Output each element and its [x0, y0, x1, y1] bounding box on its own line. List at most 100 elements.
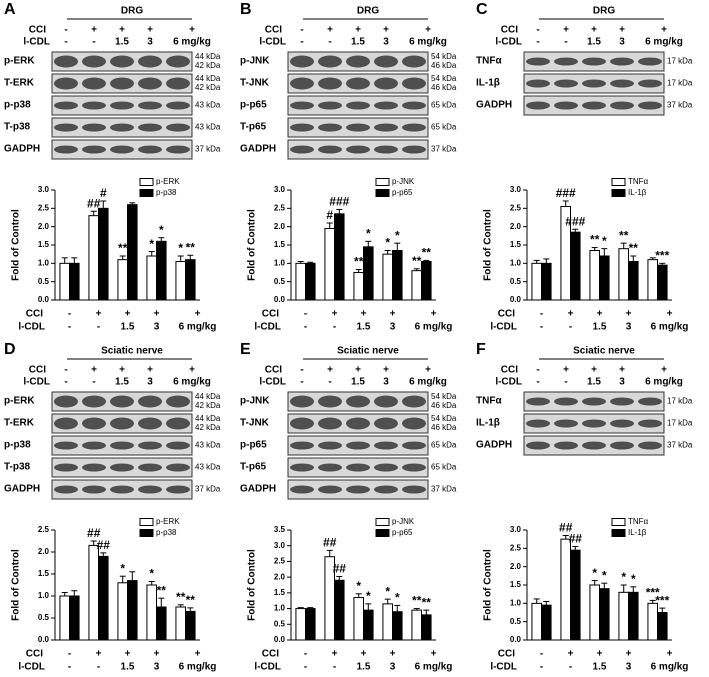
lane-value: 3	[147, 377, 153, 388]
bar	[589, 250, 600, 301]
x-tick-label: -	[68, 322, 71, 333]
band	[318, 145, 342, 154]
significance: *	[120, 561, 125, 575]
band	[582, 79, 606, 88]
lane-row-label: l-CDL	[23, 37, 50, 48]
lane-value: -	[536, 25, 539, 36]
lane-value: +	[661, 365, 667, 376]
y-tick-label: 0.5	[510, 617, 522, 626]
bar	[421, 614, 432, 641]
lane-row-label: CCI	[501, 365, 518, 376]
kda-label: 37 kDa	[431, 485, 457, 494]
x-tick-label: 6 mg/kg	[651, 662, 689, 673]
band	[110, 395, 134, 408]
band-name: GADPH	[476, 100, 512, 111]
significance: ***	[655, 593, 669, 607]
panel-letter: B	[240, 1, 252, 18]
bar	[618, 591, 629, 641]
band	[166, 463, 190, 472]
bar	[618, 248, 629, 301]
lane-value: -	[64, 25, 67, 36]
band	[402, 395, 426, 408]
band	[82, 463, 106, 472]
x-tick-label: +	[195, 649, 201, 660]
bar	[657, 612, 668, 641]
band	[374, 123, 398, 132]
kda-label: 37 kDa	[667, 101, 693, 110]
tissue-label: DRG	[357, 6, 379, 17]
lane-value: -	[64, 377, 67, 388]
x-tick-label: 6 mg/kg	[415, 322, 453, 333]
kda-label: 46 kDa	[431, 83, 457, 92]
x-tick-label: 1.5	[357, 322, 371, 333]
legend-label: IL-1β	[628, 528, 647, 537]
band	[526, 441, 550, 450]
x-tick-label: -	[540, 309, 543, 320]
significance: ***	[655, 249, 669, 263]
band	[290, 417, 314, 430]
lane-value: 1.5	[587, 37, 601, 48]
lane-value: 6 mg/kg	[645, 37, 683, 48]
lane-value: +	[383, 365, 389, 376]
kda-label: 42 kDa	[195, 401, 221, 410]
significance: **	[354, 255, 364, 269]
x-row-label: CCI	[26, 649, 43, 660]
x-tick-label: +	[597, 649, 603, 660]
lane-value: -	[536, 37, 539, 48]
bar	[411, 609, 422, 641]
lane-value: +	[591, 25, 597, 36]
x-tick-label: +	[154, 649, 160, 660]
lane-value: +	[327, 25, 333, 36]
x-tick-label: -	[97, 662, 100, 673]
band	[138, 463, 162, 472]
band	[166, 55, 190, 68]
x-row-label: l-CDL	[254, 662, 281, 673]
band	[402, 417, 426, 430]
y-tick-label: 2.0	[38, 547, 50, 556]
lane-value: -	[536, 377, 539, 388]
bar	[560, 538, 571, 641]
x-tick-label: -	[304, 309, 307, 320]
significance: ###	[565, 214, 585, 228]
lane-value: -	[564, 37, 567, 48]
y-tick-label: 3.0	[510, 525, 522, 534]
band-name: T-p38	[4, 462, 31, 473]
legend-swatch	[611, 178, 626, 186]
tissue-label: Sciatic nerve	[337, 346, 399, 357]
lane-value: -	[300, 25, 303, 36]
significance: **	[157, 583, 167, 597]
band	[610, 419, 634, 428]
band	[54, 441, 78, 450]
y-tick-label: 1.0	[274, 258, 286, 267]
y-tick-label: 2.5	[510, 543, 522, 552]
band-name: T-p65	[240, 122, 267, 133]
y-tick-label: 3.5	[274, 525, 286, 534]
x-tick-label: 6 mg/kg	[415, 662, 453, 673]
significance: ##	[87, 196, 101, 210]
band	[638, 397, 662, 406]
significance: *	[592, 566, 597, 580]
lane-value: +	[619, 365, 625, 376]
x-tick-label: -	[68, 662, 71, 673]
y-tick-label: 1.5	[510, 580, 522, 589]
legend-label: p-JNK	[392, 517, 415, 526]
lane-value: +	[591, 365, 597, 376]
lane-value: 1.5	[587, 377, 601, 388]
tissue-label: DRG	[593, 6, 615, 17]
band	[638, 79, 662, 88]
lane-value: +	[619, 25, 625, 36]
x-tick-label: 6 mg/kg	[651, 322, 689, 333]
band	[346, 145, 370, 154]
lane-value: +	[563, 25, 569, 36]
y-tick-label: 0.0	[38, 295, 50, 304]
lane-value: -	[300, 365, 303, 376]
band	[138, 441, 162, 450]
band	[526, 57, 550, 66]
band	[638, 419, 662, 428]
band	[54, 417, 78, 430]
x-tick-label: +	[125, 649, 131, 660]
band	[82, 441, 106, 450]
lane-value: +	[383, 25, 389, 36]
bar	[175, 606, 186, 641]
band	[638, 441, 662, 450]
